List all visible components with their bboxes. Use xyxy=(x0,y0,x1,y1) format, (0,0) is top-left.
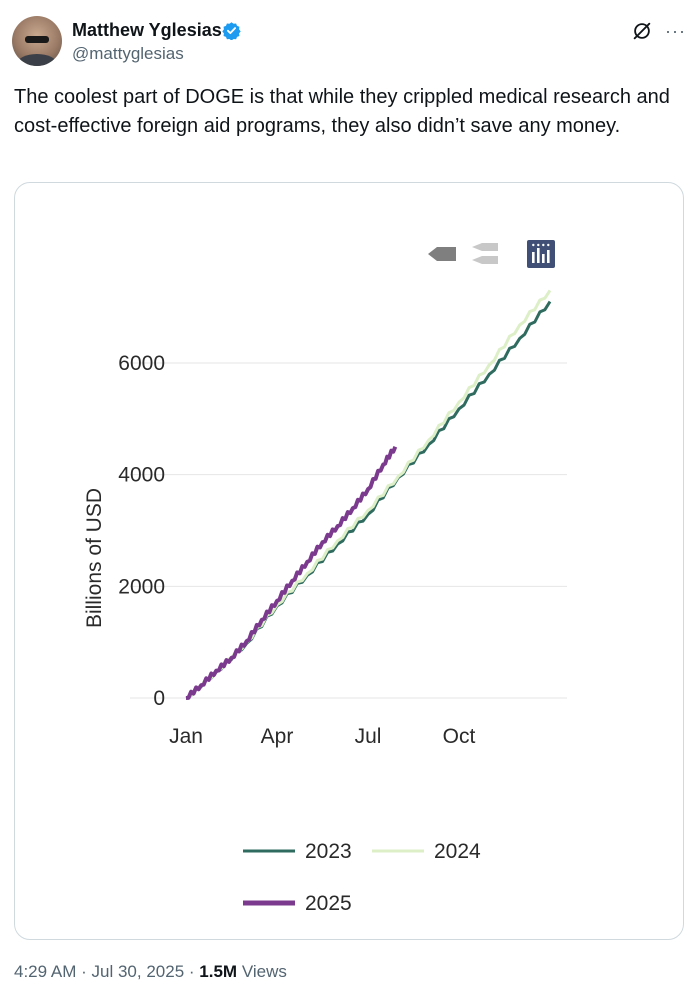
legend-label: 2024 xyxy=(434,840,481,863)
author-name[interactable]: Matthew Yglesias xyxy=(72,20,222,40)
views-label: Views xyxy=(241,962,287,981)
author-avatar[interactable] xyxy=(12,16,62,66)
views-count: 1.5M xyxy=(199,962,238,981)
y-tick-label: 6000 xyxy=(118,352,165,375)
legend-label: 2023 xyxy=(305,840,352,863)
legend: 2023 2024 2025 xyxy=(243,840,481,915)
grok-icon[interactable] xyxy=(631,20,653,42)
hover-closest-icon[interactable] xyxy=(428,247,456,261)
x-tick-label: Apr xyxy=(261,725,294,748)
y-axis-label: Billions of USD xyxy=(83,488,106,628)
verified-badge-icon xyxy=(222,22,241,40)
y-tick-label: 0 xyxy=(153,687,165,710)
gridlines xyxy=(130,362,567,699)
separator: · xyxy=(188,962,195,981)
more-options-icon[interactable]: ··· xyxy=(665,21,686,41)
x-tick-label: Jan xyxy=(169,725,203,748)
y-tick-label: 4000 xyxy=(118,464,165,487)
series-lines xyxy=(185,289,552,700)
x-tick-labels: Jan Apr Jul Oct xyxy=(169,725,475,748)
author-handle[interactable]: @mattyglesias xyxy=(72,44,184,63)
tweet-time[interactable]: 4:29 AM xyxy=(14,962,77,981)
spending-line-chart: 0 2000 4000 6000 Jan Apr Jul Oct Billions of U… xyxy=(83,240,567,915)
hover-compare-icon[interactable] xyxy=(472,243,498,264)
tweet-date[interactable]: Jul 30, 2025 xyxy=(91,962,185,981)
legend-label: 2025 xyxy=(305,892,352,915)
series-line-2025 xyxy=(185,446,398,700)
media-card[interactable]: 0 2000 4000 6000 Jan Apr Jul Oct Billions of U… xyxy=(14,182,684,940)
shirt-shape xyxy=(17,54,57,66)
y-tick-label: 2000 xyxy=(118,575,165,598)
x-tick-label: Jul xyxy=(355,725,382,748)
tweet-text: The coolest part of DOGE is that while t… xyxy=(14,86,670,137)
plotly-logo-icon[interactable] xyxy=(527,240,555,268)
sunglasses-shape xyxy=(25,36,49,43)
x-tick-label: Oct xyxy=(443,725,476,748)
tweet-footer: 4:29 AM · Jul 30, 2025 · 1.5M Views xyxy=(14,962,287,982)
y-tick-labels: 0 2000 4000 6000 xyxy=(118,352,165,710)
series-line-2024 xyxy=(185,289,552,700)
separator: · xyxy=(81,962,87,981)
modebar-toolbar xyxy=(428,240,555,268)
